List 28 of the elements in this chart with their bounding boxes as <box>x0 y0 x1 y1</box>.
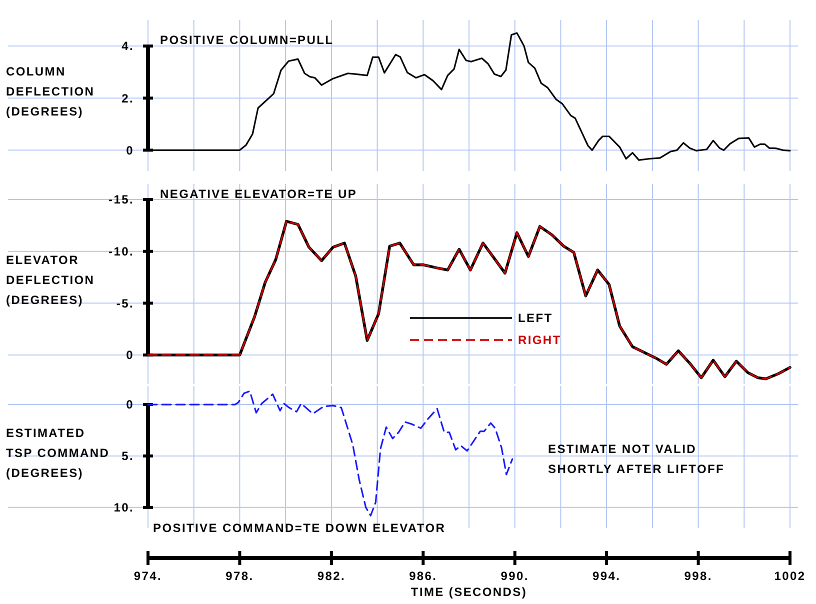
x-tick-label: 982. <box>317 569 346 583</box>
y-tick-label: 0 <box>126 398 134 412</box>
annotation: NEGATIVE ELEVATOR=TE UP <box>160 187 358 201</box>
y-tick-label: 10. <box>114 500 134 515</box>
y-tick-label: 0 <box>126 348 134 362</box>
x-tick-label: 978. <box>226 569 254 583</box>
y-axis-title: ELEVATOR DEFLECTION (DEGREES) <box>6 253 95 307</box>
y-tick-label: 4. <box>122 39 134 54</box>
x-tick-label: 994. <box>592 569 621 583</box>
x-tick-label: 974. <box>134 569 162 583</box>
y-tick-label: -15. <box>108 192 134 207</box>
text: LEFT <box>518 311 553 326</box>
y-tick-label: 2. <box>122 91 134 106</box>
y-axis-title: ESTIMATED TSP COMMAND (DEGREES) <box>6 426 110 480</box>
annotation: ESTIMATE NOT VALID SHORTLY AFTER LIFTOFF <box>548 442 725 476</box>
x-tick-label: 1002 <box>774 569 806 583</box>
annotation: POSITIVE COLUMN=PULL <box>160 33 334 47</box>
x-tick-label: 986. <box>409 569 438 583</box>
x-tick-label: 990. <box>500 569 529 583</box>
x-axis-title: TIME (SECONDS) <box>410 585 528 599</box>
annotation: POSITIVE COMMAND=TE DOWN ELEVATOR <box>153 521 446 535</box>
y-axis-title: COLUMN DEFLECTION (DEGREES) <box>6 64 95 118</box>
y-tick-label: 5. <box>122 449 134 464</box>
y-tick-label: -10. <box>108 244 134 259</box>
y-tick-label: 0 <box>126 143 134 158</box>
x-tick-label: 998. <box>684 569 712 583</box>
text: RIGHT <box>518 333 562 348</box>
y-tick-label: -5. <box>116 296 134 310</box>
